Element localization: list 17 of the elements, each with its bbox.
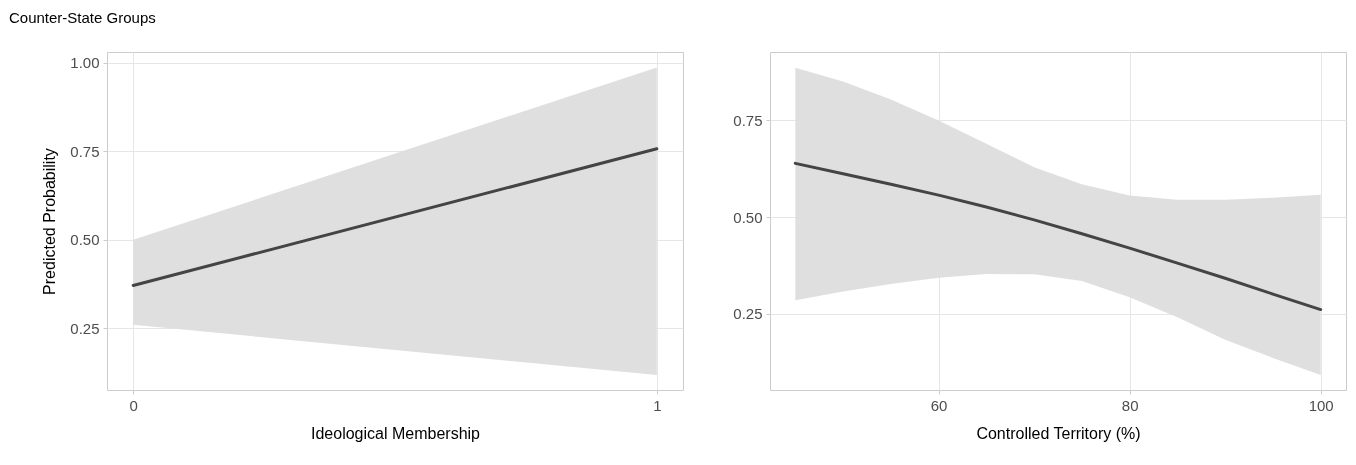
y-tick-label: 0.75 bbox=[70, 142, 100, 160]
y-tick-label: 0.25 bbox=[733, 305, 763, 323]
x-tick-label: 80 bbox=[1121, 396, 1139, 414]
x-tick-label: 100 bbox=[1308, 396, 1334, 414]
y-tick-label: 0.25 bbox=[70, 319, 100, 337]
line-series bbox=[793, 161, 1323, 312]
y-axis-title: Predicted Probability bbox=[41, 148, 59, 295]
y-tick-label: 0.50 bbox=[733, 208, 763, 226]
x-tick-label: 0 bbox=[129, 396, 138, 414]
y-tick-label: 0.50 bbox=[70, 231, 100, 249]
y-tick-label: 1.00 bbox=[70, 54, 100, 72]
y-tick-label: 0.75 bbox=[733, 111, 763, 129]
x-axis-title: Controlled Territory (%) bbox=[976, 424, 1141, 442]
x-tick-label: 1 bbox=[653, 396, 662, 414]
x-tick-label: 60 bbox=[930, 396, 948, 414]
chart-title: Counter-State Groups bbox=[9, 9, 156, 26]
x-axis-title: Ideological Membership bbox=[311, 424, 481, 442]
